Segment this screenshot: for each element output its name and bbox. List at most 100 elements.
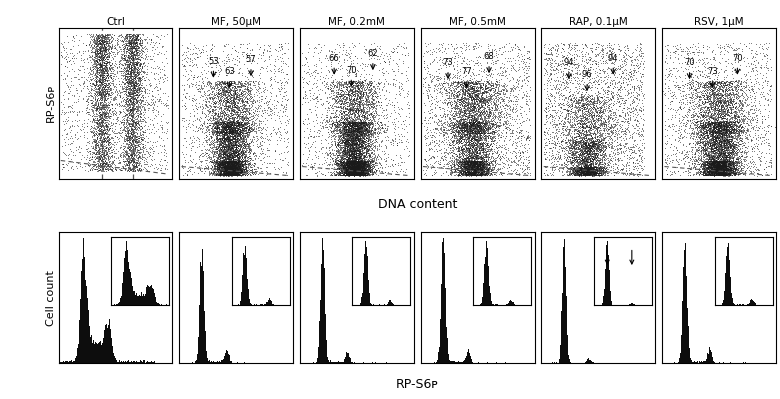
Point (343, 160, 356, 166)
Point (592, 139, 604, 145)
Point (585, 166, 597, 172)
Point (123, 144, 136, 150)
Point (461, 155, 473, 161)
Point (698, 166, 711, 173)
Point (547, 154, 559, 160)
Point (476, 109, 488, 116)
Point (488, 113, 500, 119)
Point (348, 165, 360, 172)
Point (222, 164, 235, 171)
Point (574, 99, 587, 105)
Point (707, 90, 719, 96)
Point (90, 78, 102, 85)
Point (346, 161, 359, 167)
Point (209, 127, 222, 133)
Point (353, 172, 366, 179)
Point (467, 143, 480, 149)
Point (712, 169, 725, 176)
Point (367, 47, 379, 53)
Point (223, 166, 236, 173)
Point (339, 150, 351, 157)
Point (554, 100, 566, 106)
Point (592, 115, 604, 121)
Point (703, 161, 715, 168)
Point (215, 126, 227, 132)
Point (328, 150, 340, 157)
Point (216, 91, 229, 97)
Point (693, 127, 706, 133)
Point (602, 54, 615, 61)
Point (722, 145, 734, 151)
Point (222, 168, 235, 174)
Point (582, 142, 594, 148)
Point (347, 138, 360, 144)
Point (346, 132, 358, 139)
Point (701, 139, 714, 145)
Point (560, 135, 573, 141)
Point (468, 119, 480, 125)
Point (728, 144, 740, 151)
Point (241, 105, 254, 111)
Point (720, 168, 732, 175)
Point (355, 164, 367, 171)
Point (494, 143, 506, 150)
Point (131, 142, 144, 148)
Point (215, 159, 228, 166)
Point (467, 120, 480, 126)
Point (125, 147, 137, 153)
Point (122, 103, 134, 109)
Point (700, 158, 713, 165)
Point (597, 115, 610, 121)
Point (123, 165, 136, 172)
Point (94, 91, 106, 97)
Point (574, 160, 587, 166)
Point (456, 101, 469, 108)
Point (343, 100, 356, 106)
Point (104, 158, 116, 165)
Point (229, 160, 241, 166)
Point (621, 119, 633, 125)
Point (487, 158, 499, 164)
Point (353, 124, 365, 130)
Point (218, 128, 230, 135)
Point (349, 123, 362, 129)
Point (732, 166, 744, 173)
Point (614, 89, 626, 95)
Point (574, 170, 587, 176)
Point (700, 113, 712, 120)
Point (343, 120, 356, 126)
Point (99, 36, 112, 43)
Point (588, 124, 601, 130)
Point (725, 158, 738, 164)
Point (547, 114, 559, 120)
Point (232, 121, 245, 127)
Point (488, 164, 500, 170)
Point (702, 119, 714, 125)
Point (569, 126, 582, 132)
Point (589, 160, 601, 167)
Point (537, 128, 550, 135)
Point (463, 159, 476, 165)
Point (468, 122, 480, 128)
Point (340, 156, 353, 162)
Point (491, 110, 504, 116)
Point (438, 137, 450, 144)
Point (345, 79, 357, 85)
Point (631, 112, 644, 119)
Point (223, 164, 236, 170)
Point (578, 165, 590, 172)
Point (455, 81, 467, 87)
Point (540, 164, 552, 170)
Point (477, 158, 490, 164)
Point (126, 73, 138, 79)
Point (464, 158, 477, 164)
Point (237, 109, 250, 115)
Point (484, 120, 496, 126)
Point (454, 120, 466, 126)
Point (116, 126, 129, 132)
Point (438, 126, 450, 133)
Point (311, 114, 324, 120)
Point (351, 90, 363, 96)
Point (221, 124, 233, 130)
Point (455, 164, 467, 171)
